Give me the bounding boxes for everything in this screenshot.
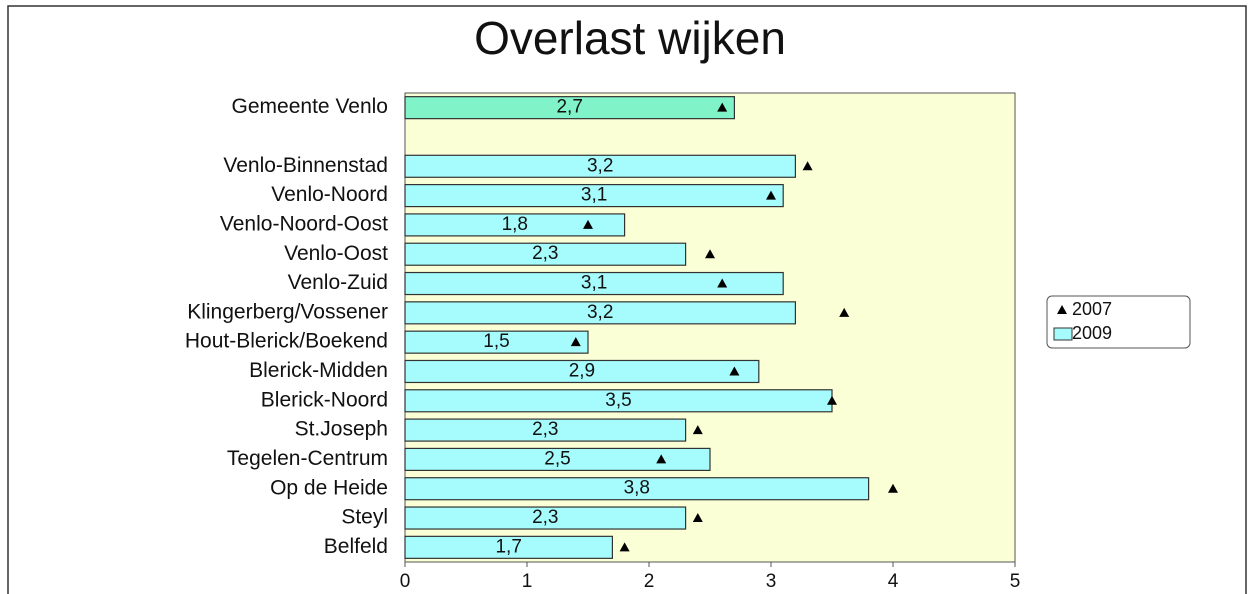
- marker-2007: [570, 337, 581, 347]
- y-tick-label: Blerick-Midden: [249, 359, 388, 382]
- bar: [404, 242, 687, 266]
- x-tick-label: 2: [644, 571, 655, 592]
- marker-2007: [827, 395, 837, 405]
- marker-2007: [692, 425, 703, 435]
- marker-2007: [839, 307, 850, 317]
- frame: [7, 5, 1247, 594]
- y-tick-label: Steyl: [341, 506, 388, 529]
- value-label: 3,1: [581, 185, 607, 206]
- bar: [404, 447, 711, 472]
- y-tick-label: Venlo-Noord-Oost: [220, 212, 388, 235]
- bar: [404, 418, 687, 442]
- value-label: 3,5: [605, 390, 631, 411]
- bar: [404, 271, 784, 296]
- bar: [404, 330, 589, 354]
- value-label: 2,7: [556, 97, 582, 118]
- legend-box: [1046, 295, 1191, 349]
- y-tick-label: Venlo-Oost: [284, 242, 388, 265]
- x-tick-label: 0: [400, 571, 411, 592]
- value-label: 2,3: [532, 243, 558, 264]
- bar: [404, 359, 760, 384]
- y-tick-label: Venlo-Binnenstad: [223, 154, 388, 177]
- bar: [404, 183, 784, 208]
- x-tick-label: 1: [522, 571, 533, 592]
- x-tick-label: 3: [766, 571, 777, 592]
- value-label: 2,5: [544, 448, 570, 469]
- value-label: 2,9: [569, 360, 595, 381]
- marker-2007: [619, 542, 630, 552]
- bar: [404, 477, 870, 501]
- value-label: 3,2: [587, 155, 613, 176]
- value-label: 1,8: [502, 214, 528, 235]
- y-tick-label: Gemeente Venlo: [232, 95, 388, 118]
- value-label: 3,8: [624, 478, 650, 499]
- y-tick-label: Belfeld: [324, 535, 388, 558]
- marker-2007: [888, 483, 898, 493]
- legend-marker: [1053, 327, 1073, 341]
- marker-2007: [729, 366, 740, 376]
- marker-2007: [717, 102, 728, 112]
- legend-label: 2009: [1072, 323, 1112, 343]
- value-label: 1,7: [495, 536, 521, 557]
- value-label: 2,3: [532, 419, 558, 440]
- y-tick-label: Hout-Blerick/Boekend: [185, 330, 388, 353]
- x-tick-label: 5: [1010, 571, 1021, 592]
- value-label: 3,1: [581, 273, 607, 294]
- marker-2007: [583, 219, 593, 229]
- y-tick-label: Venlo-Zuid: [288, 271, 388, 294]
- bar: [404, 506, 687, 530]
- marker-2007: [802, 161, 813, 171]
- value-label: 1,5: [483, 331, 509, 352]
- legend-label: 2007: [1072, 299, 1112, 319]
- bar: [404, 213, 626, 237]
- y-tick-label: St.Joseph: [295, 418, 388, 441]
- marker-2007: [656, 454, 667, 464]
- marker-2007: [692, 513, 703, 523]
- legend-marker: [1057, 305, 1067, 314]
- bar: [404, 96, 735, 120]
- bar: [404, 154, 796, 178]
- y-tick-label: Tegelen-Centrum: [227, 447, 388, 470]
- value-label: 3,2: [587, 302, 613, 323]
- value-label: 2,3: [532, 507, 558, 528]
- bar: [404, 301, 796, 325]
- y-tick-label: Venlo-Noord: [271, 183, 388, 206]
- marker-2007: [717, 278, 728, 288]
- y-tick-label: Klingerberg/Vossener: [187, 300, 388, 323]
- y-tick-label: Op de Heide: [270, 476, 388, 499]
- marker-2007: [705, 249, 715, 259]
- y-tick-label: Blerick-Noord: [261, 388, 388, 411]
- bar: [404, 535, 613, 559]
- chart-title: Overlast wijken: [474, 12, 786, 64]
- x-tick-label: 4: [888, 571, 899, 592]
- marker-2007: [766, 190, 776, 200]
